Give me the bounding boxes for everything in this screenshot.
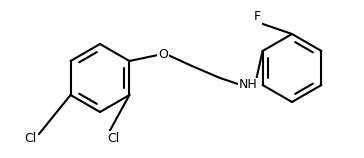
Text: NH: NH: [239, 79, 257, 91]
Text: Cl: Cl: [107, 131, 119, 145]
Text: O: O: [158, 49, 168, 61]
Text: F: F: [253, 10, 261, 24]
Text: Cl: Cl: [24, 131, 36, 145]
